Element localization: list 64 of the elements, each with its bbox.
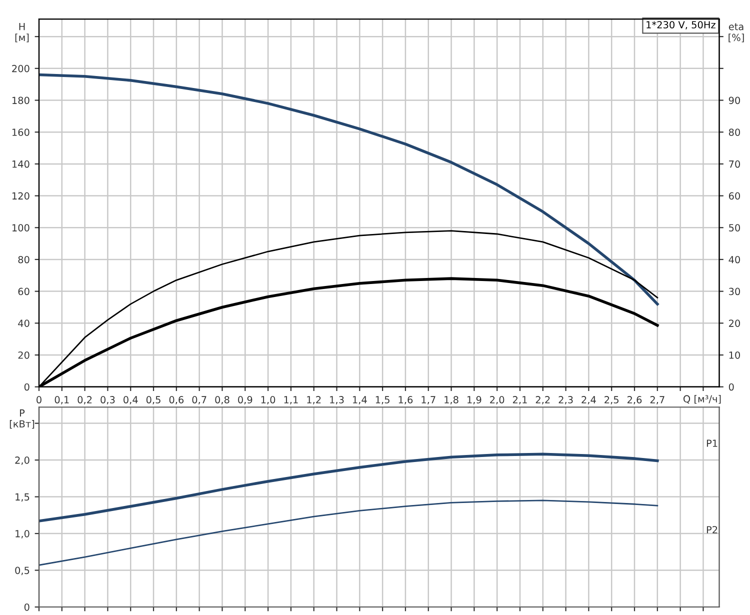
- x-tick-label: 2,0: [490, 396, 504, 404]
- x-tick-label: 0: [36, 396, 42, 404]
- y-tick-label: 60: [18, 288, 30, 296]
- x-tick-label: 0,1: [54, 396, 69, 404]
- x-tick-label: 1,1: [284, 396, 298, 404]
- y-tick-label: 1,0: [16, 530, 30, 538]
- x-tick-label: 1,2: [307, 396, 321, 404]
- y2-axis-title: eta [%]: [728, 23, 744, 42]
- x-tick-label: 0,2: [78, 396, 92, 404]
- line-series: [39, 452, 659, 522]
- x-tick-label: 1,4: [352, 396, 367, 404]
- y2-tick-label: 30: [729, 288, 740, 296]
- x-tick-label: 2,6: [627, 396, 642, 404]
- x-tick-label: 1,3: [330, 396, 344, 404]
- y-axis-title: H [м]: [15, 23, 29, 42]
- text: P1: [706, 440, 718, 447]
- y2-tick-label: 40: [728, 256, 740, 264]
- y-tick-label: 1,5: [16, 493, 30, 502]
- x-tick-label: 2,3: [558, 396, 573, 404]
- y2-tick-label: 80: [728, 128, 740, 136]
- y-tick-label: 0: [24, 383, 30, 391]
- y-tick-label: 2,0: [15, 456, 30, 465]
- x-axis-title: Q [м³/ч]: [684, 395, 721, 404]
- x-tick-label: 1,0: [261, 396, 276, 404]
- y-tick-label: 40: [18, 320, 30, 327]
- line-series: [39, 500, 658, 566]
- y2-tick-label: 20: [728, 320, 740, 327]
- x-tick-label: 1,8: [444, 396, 458, 404]
- x-tick-label: 2,1: [512, 396, 527, 404]
- y-tick-label: 120: [12, 192, 30, 200]
- x-tick-label: 1,5: [376, 396, 390, 404]
- x-tick-label: 0,6: [169, 396, 184, 404]
- y2-tick-label: 10: [729, 351, 740, 359]
- y2-tick-label: 90: [728, 96, 740, 104]
- x-tick-label: 2,4: [582, 396, 596, 404]
- y2-tick-label: 70: [729, 160, 740, 168]
- y-tick-label: 0,5: [15, 566, 30, 576]
- x-tick-label: 1,6: [398, 396, 413, 404]
- y-axis-title: P [кВт]: [10, 409, 34, 429]
- x-tick-label: 0,5: [146, 396, 160, 404]
- x-tick-label: 2,7: [650, 396, 664, 404]
- x-tick-label: 0,9: [238, 396, 252, 404]
- x-tick-label: 1,9: [468, 396, 482, 404]
- x-tick-label: 0,8: [215, 396, 230, 404]
- y-tick-label: 200: [12, 64, 30, 72]
- x-tick-label: 0,7: [192, 396, 206, 404]
- y-tick-label: 140: [12, 160, 30, 168]
- y-tick-label: 100: [12, 224, 30, 232]
- x-tick-label: 2,5: [604, 396, 618, 404]
- y2-tick-label: 60: [728, 192, 740, 200]
- y-tick-label: 20: [18, 351, 30, 359]
- x-tick-label: 2,2: [536, 396, 550, 404]
- y-tick-label: 160: [12, 128, 30, 136]
- x-tick-label: 0,3: [100, 396, 115, 404]
- chart-title: 1*230 V, 50Hz: [646, 21, 716, 30]
- x-tick-label: 1,7: [422, 396, 436, 404]
- y2-tick-label: 0: [728, 383, 734, 391]
- y-tick-label: 180: [12, 96, 30, 104]
- y-tick-label: 0: [24, 603, 30, 611]
- text: P2: [706, 526, 718, 534]
- y2-tick-label: 50: [729, 224, 740, 232]
- x-tick-label: 0,4: [124, 396, 138, 404]
- y-tick-label: 80: [18, 256, 30, 264]
- line-series: [39, 73, 659, 306]
